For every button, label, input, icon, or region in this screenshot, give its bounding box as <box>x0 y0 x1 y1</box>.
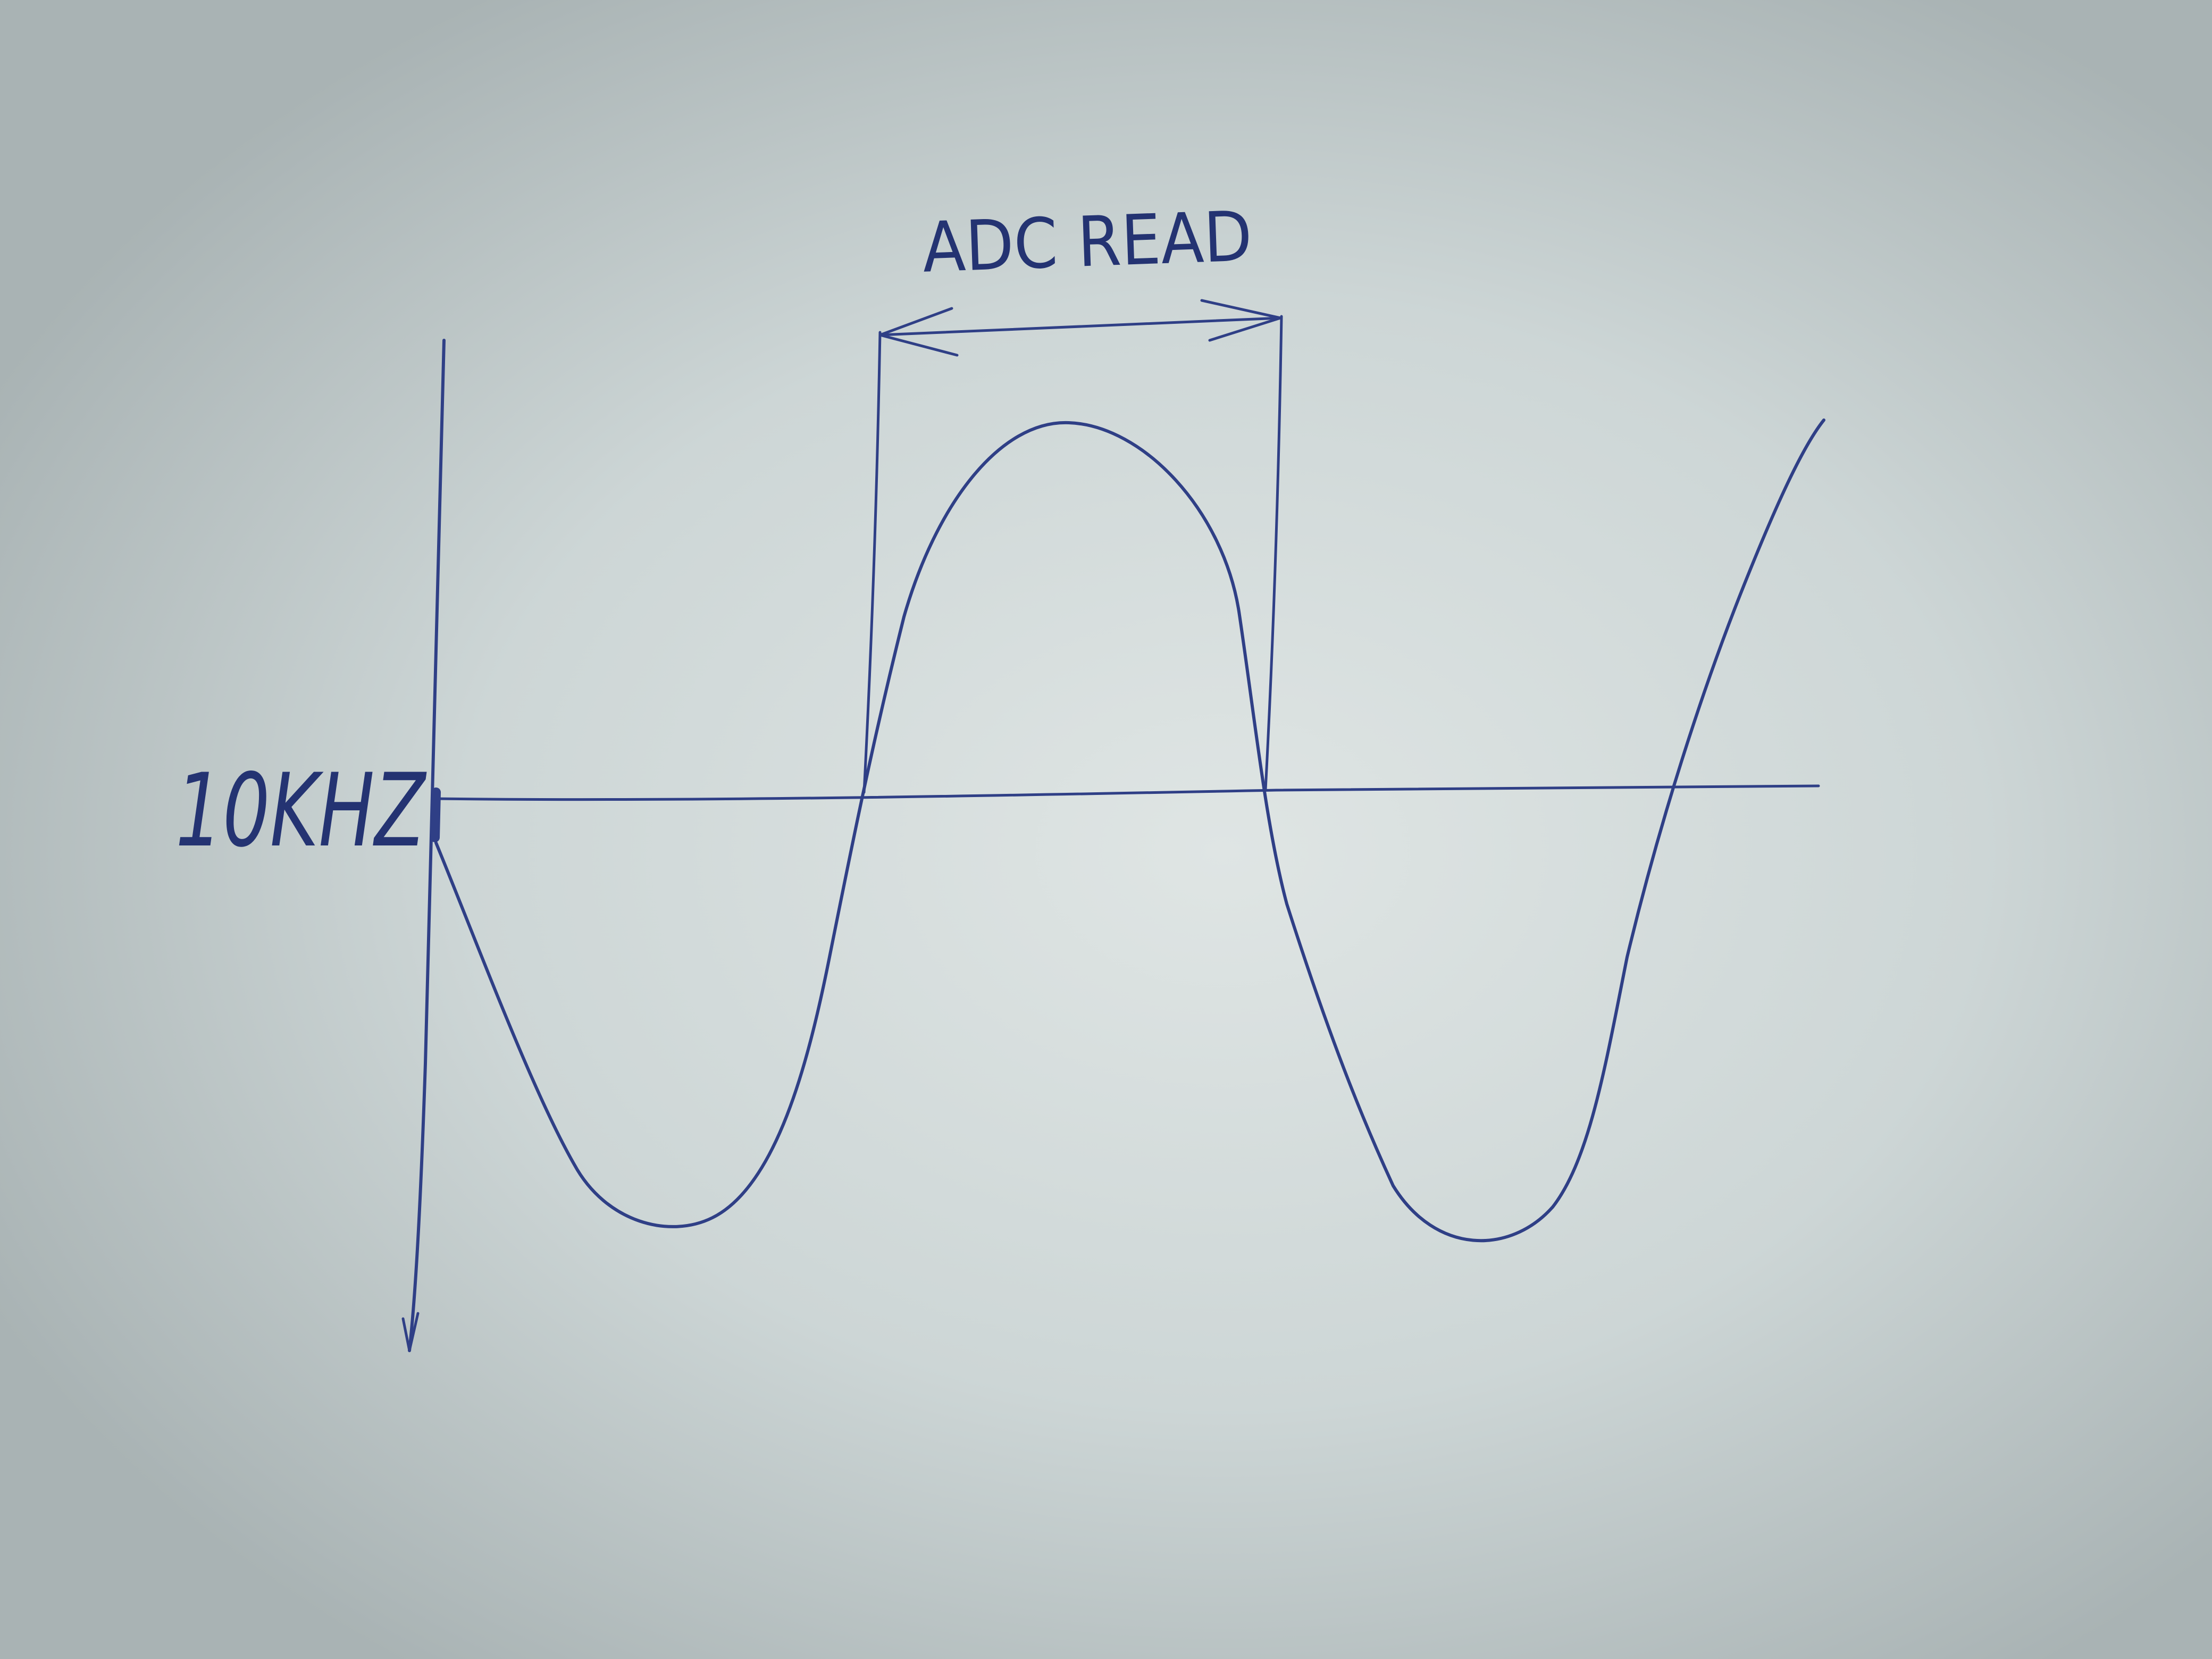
adc-window-right-edge <box>1264 315 1283 791</box>
frequency-label: 10KHZ <box>175 752 427 869</box>
adc-read-label: ADC READ <box>921 196 1253 288</box>
origin-mark <box>430 787 441 842</box>
adc-window-arrowhead-right <box>1200 299 1282 342</box>
vertical-axis-arrow-mark <box>401 1312 420 1352</box>
sine-wave-curve <box>434 418 1825 1243</box>
horizontal-time-axis <box>433 784 1820 801</box>
vertical-axis-line <box>408 339 446 1352</box>
adc-window-left-edge <box>862 331 882 794</box>
adc-window-span-arrow <box>878 316 1282 337</box>
adc-window-arrowhead-left <box>878 307 959 357</box>
